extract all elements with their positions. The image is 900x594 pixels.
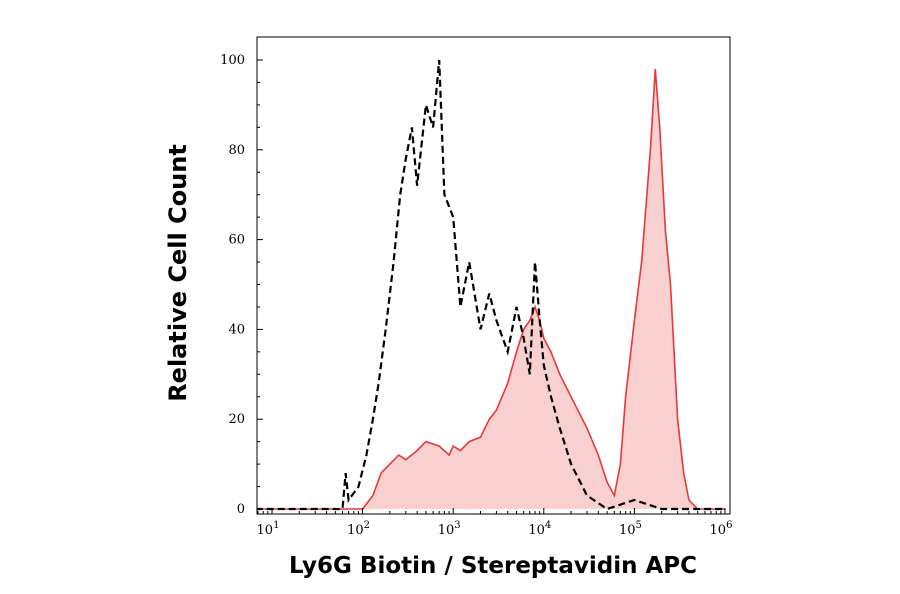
x-axis-title: Ly6G Biotin / Stereptavidin APC <box>289 553 697 579</box>
y-tick-label: 80 <box>228 143 245 158</box>
x-tick-label: 103 <box>438 520 461 538</box>
y-tick-label: 0 <box>237 502 245 517</box>
x-tick-label: 104 <box>528 520 551 538</box>
y-tick-label: 100 <box>220 53 245 68</box>
y-tick-label: 60 <box>228 233 245 248</box>
x-tick-label: 101 <box>257 520 280 538</box>
y-axis: 0 20 40 60 80 100 <box>220 53 263 517</box>
x-axis: 101 102 103 104 105 106 <box>257 508 733 538</box>
plot-frame <box>256 36 731 515</box>
x-tick-label: 102 <box>347 520 370 538</box>
filled-series-area <box>257 69 725 509</box>
series-layer <box>257 59 725 511</box>
x-tick-label: 105 <box>619 520 642 538</box>
x-tick-label: 106 <box>710 520 733 538</box>
y-tick-label: 40 <box>228 322 245 337</box>
dashed-series-line <box>257 59 725 511</box>
y-tick-label: 20 <box>228 412 245 427</box>
y-axis-title: Relative Cell Count <box>164 144 192 402</box>
